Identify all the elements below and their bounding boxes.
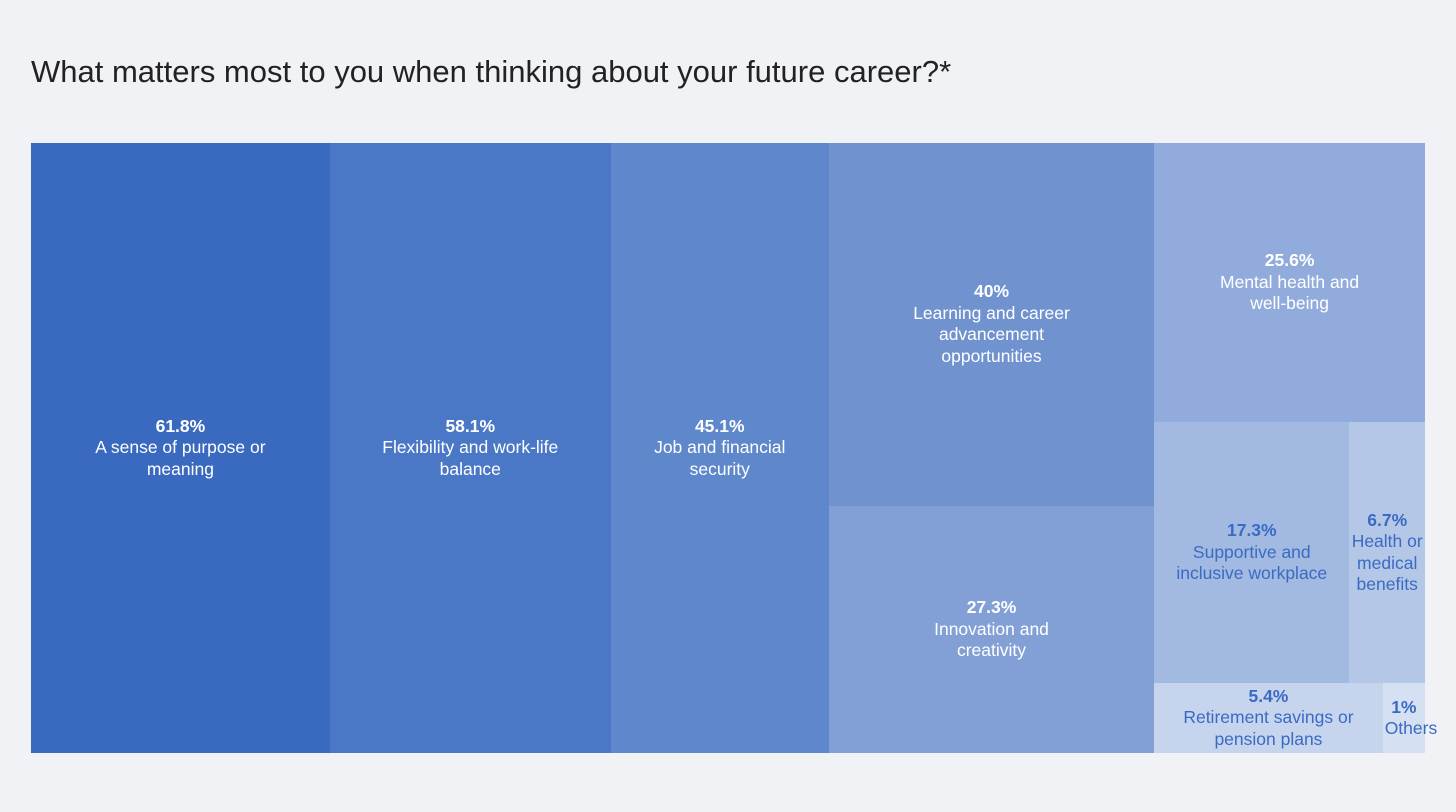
category-label: Mental health and well-being [1220,271,1360,314]
value-label: 27.3% [966,597,1017,618]
treemap-cell: 1% Others [1382,683,1438,753]
category-label: Job and financial security [654,437,786,479]
cell-label: 25.6% Mental health and well-being [1201,250,1379,315]
cell-label: 5.4% Retirement savings or pension plans [1179,686,1357,751]
category-label: Others [1384,718,1438,739]
treemap-cell: 58.1% Flexibility and work-life balance [329,143,611,753]
value-label: 45.1% [694,415,745,436]
category-label: A sense of purpose or meaning [95,437,266,479]
treemap-cell: 17.3% Supportive and inclusive workplace [1154,421,1350,684]
cell-label: 6.7% Health or medical benefits [1351,510,1423,596]
cell-label: 45.1% Job and financial security [631,416,809,481]
category-label: Supportive and inclusive workplace [1176,541,1328,584]
treemap-cell: 40% Learning and career advancement oppor… [828,143,1155,506]
treemap-cell: 6.7% Health or medical benefits [1349,421,1425,684]
category-label: Retirement savings or pension plans [1183,707,1354,749]
category-label: Learning and career advancement opportun… [913,302,1070,366]
treemap-cell: 5.4% Retirement savings or pension plans [1154,683,1383,753]
cell-label: 27.3% Innovation and creativity [903,597,1081,662]
cell-label: 1% Others [1385,696,1438,740]
treemap-cell: 27.3% Innovation and creativity [828,505,1155,753]
treemap: 61.8% A sense of purpose or meaning 58.1% F… [31,143,1438,753]
value-label: 17.3% [1226,520,1277,541]
value-label: 40% [974,281,1010,302]
category-label: Innovation and creativity [934,618,1049,661]
treemap-cell: 45.1% Job and financial security [610,143,829,753]
chart-title: What matters most to you when thinking a… [31,54,952,89]
value-label: 61.8% [155,415,206,436]
cell-label: 17.3% Supportive and inclusive workplace [1163,520,1341,585]
category-label: Health or medical benefits [1351,531,1423,595]
cell-label: 40% Learning and career advancement oppor… [903,281,1081,367]
value-label: 1% [1391,696,1417,717]
category-label: Flexibility and work-life balance [382,437,559,479]
treemap-cell: 25.6% Mental health and well-being [1154,143,1425,422]
value-label: 6.7% [1367,509,1408,530]
value-label: 25.6% [1264,250,1315,271]
value-label: 5.4% [1248,685,1289,706]
treemap-cell: 61.8% A sense of purpose or meaning [31,143,330,753]
cell-label: 61.8% A sense of purpose or meaning [91,416,269,481]
cell-label: 58.1% Flexibility and work-life balance [381,416,559,481]
value-label: 58.1% [445,415,496,436]
